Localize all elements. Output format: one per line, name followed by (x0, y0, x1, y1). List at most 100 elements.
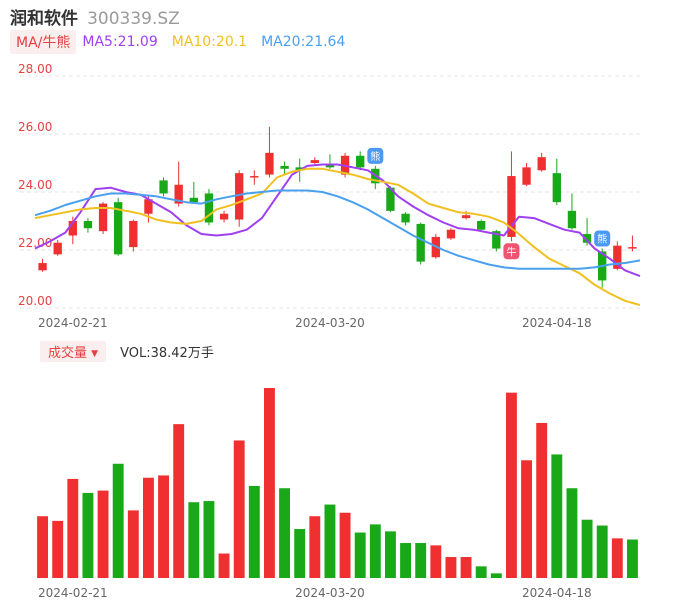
volume-bar (551, 454, 563, 578)
ma-line-ma10 (34, 167, 641, 307)
candle-body (114, 202, 123, 255)
volume-bar (566, 488, 578, 578)
candle-body (129, 221, 138, 248)
volume-bar (415, 543, 427, 578)
candle-body (235, 173, 244, 220)
candle-body (537, 157, 546, 171)
volume-bar (67, 478, 79, 578)
volume-legend: 成交量 ▼ VOL:38.42万手 (40, 340, 214, 362)
candle-body (522, 167, 531, 185)
volume-bar (521, 460, 533, 578)
candle-body (219, 213, 229, 220)
candle-body (310, 160, 319, 163)
marker-label: 牛 (506, 245, 516, 258)
candle-body (250, 176, 259, 178)
candle-body (613, 245, 622, 269)
volume-bar (611, 538, 623, 578)
stock-name: 润和软件 (10, 9, 78, 29)
dropdown-caret-icon: ▼ (91, 348, 99, 359)
volume-bar (581, 519, 593, 578)
volume-bar (339, 512, 351, 578)
y-tick-label: 28.00 (18, 62, 52, 76)
candle-body (477, 221, 486, 230)
volume-bar (460, 557, 472, 578)
x-tick-label: 2024-02-21 (38, 586, 108, 600)
candle-body (416, 223, 425, 262)
volume-indicator-select[interactable]: 成交量 ▼ (40, 340, 107, 362)
ma5-label: MA5:21.09 (82, 34, 158, 50)
volume-bar (173, 424, 185, 578)
volume-bar (354, 532, 366, 578)
volume-bar (475, 566, 487, 578)
volume-bar (384, 531, 396, 578)
volume-bar (233, 440, 245, 578)
volume-bar (218, 553, 230, 578)
volume-bar (596, 525, 608, 578)
volume-bar (188, 502, 200, 578)
candle-body (492, 231, 501, 249)
volume-value: VOL:38.42万手 (120, 345, 214, 361)
candle-body (295, 167, 304, 171)
volume-tag-label: 成交量 (48, 345, 88, 361)
ma-legend: MA/牛熊 MA5:21.09 MA10:20.1 MA20:21.64 (10, 30, 359, 54)
bear-marker: 熊 (594, 230, 611, 247)
volume-bar (490, 573, 502, 578)
candle-body (189, 197, 198, 203)
volume-bar (324, 504, 336, 578)
marker-label: 熊 (370, 150, 380, 163)
volume-bar (294, 529, 306, 578)
candle-body (98, 203, 108, 232)
bull-marker: 牛 (503, 243, 520, 260)
ma10-label: MA10:20.1 (171, 34, 248, 50)
ma-bullbear-tab[interactable]: MA/牛熊 (10, 30, 77, 54)
candle-body (386, 187, 395, 211)
x-tick-label: 2024-04-18 (522, 316, 592, 330)
candle-body (265, 152, 274, 175)
candle-body (68, 221, 77, 236)
candle-body (507, 176, 516, 237)
x-tick-label: 2024-03-20 (295, 586, 365, 600)
candle-body (461, 215, 471, 219)
candle-body (325, 164, 335, 168)
volume-bar (142, 477, 154, 578)
stock-code: 300339.SZ (87, 9, 180, 29)
volume-bar (263, 388, 275, 578)
y-tick-label: 22.00 (18, 236, 52, 250)
candle-body (174, 184, 183, 204)
candle-body (159, 180, 168, 194)
candle-body (356, 155, 365, 168)
ma-line-ma20 (34, 189, 641, 270)
price-chart: 20.00 22.00 24.00 26.00 28.00 熊牛 熊 2024-02-21… (18, 62, 641, 330)
marker-label: 熊 (597, 233, 607, 246)
candle-body (582, 234, 592, 243)
volume-bar (97, 490, 109, 578)
candle-body (83, 221, 93, 229)
candle-body (53, 242, 62, 255)
volume-bar (52, 520, 64, 578)
volume-bar (37, 516, 49, 578)
candle-body (38, 263, 47, 271)
volume-bar (505, 392, 517, 578)
volume-bar (82, 492, 94, 578)
volume-bar (430, 545, 442, 578)
volume-bar (400, 543, 412, 578)
x-tick-label: 2024-04-18 (522, 586, 592, 600)
y-tick-label: 26.00 (18, 120, 52, 134)
volume-bar (626, 539, 638, 578)
volume-bar (127, 510, 139, 578)
volume-bar (279, 488, 291, 578)
volume-bar (369, 524, 381, 578)
candle-body (144, 199, 153, 214)
candle-body (567, 210, 577, 229)
volume-bar (112, 463, 124, 578)
volume-bar (158, 475, 170, 578)
x-tick-label: 2024-03-20 (295, 316, 365, 330)
ma20-label: MA20:21.64 (261, 34, 346, 50)
y-tick-label: 20.00 (18, 294, 52, 308)
volume-bar (445, 557, 457, 578)
x-tick-label: 2024-02-21 (38, 316, 108, 330)
candle-body (552, 173, 561, 203)
bear-marker: 熊 (367, 147, 384, 164)
volume-bar (309, 516, 321, 578)
candle-body (446, 229, 456, 239)
